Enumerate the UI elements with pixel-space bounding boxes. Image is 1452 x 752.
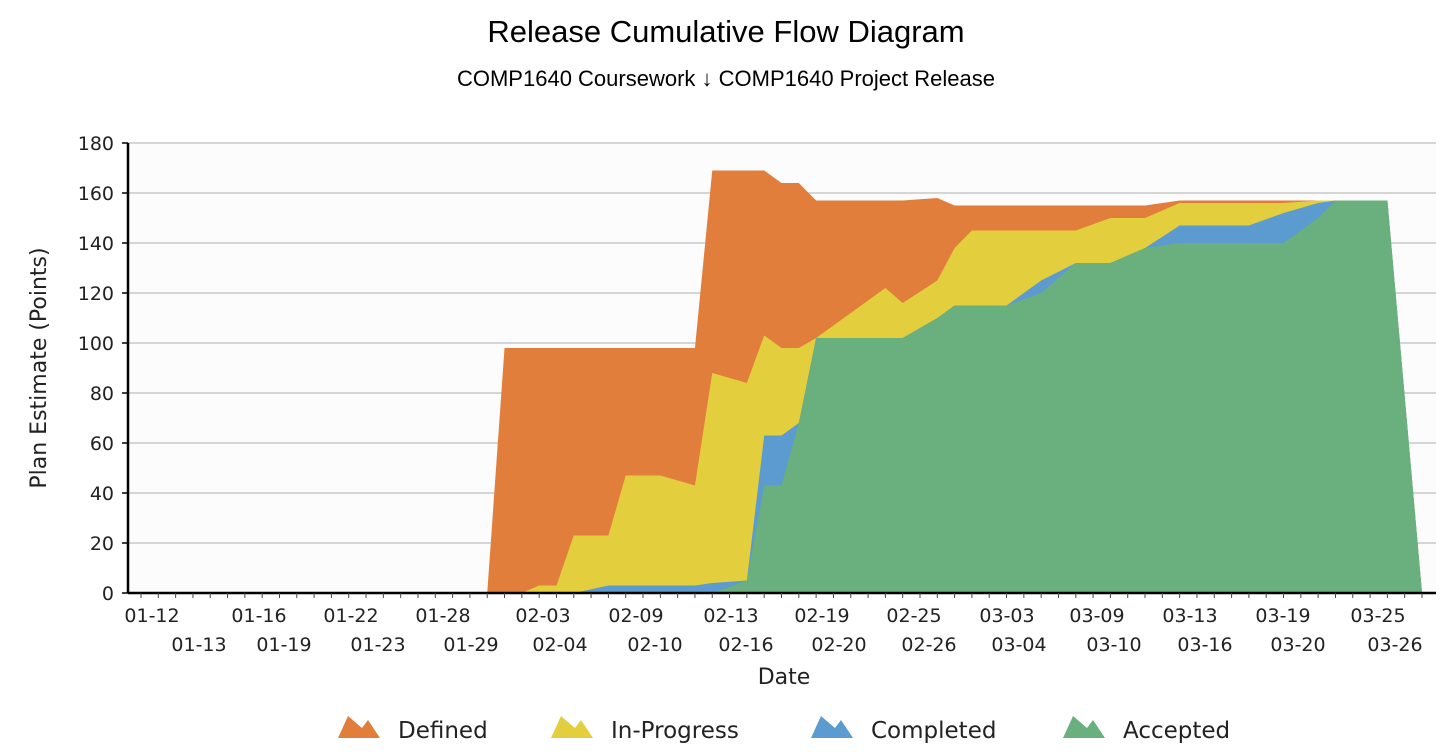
x-tick-label: 01-29 [443,634,498,656]
x-tick-label: 02-10 [627,634,682,656]
x-tick-label: 02-16 [718,634,773,656]
x-tick-label: 02-04 [532,634,587,656]
x-tick-label: 01-13 [171,634,226,656]
x-axis-title: Date [758,665,811,690]
y-tick-label: 40 [90,483,114,505]
x-tick-label: 01-28 [415,605,470,627]
y-tick-label: 160 [78,183,114,205]
y-tick-label: 0 [102,583,114,605]
legend-item-completed: Completed [811,716,996,744]
x-tick-label: 02-03 [515,605,570,627]
x-tick-label: 01-23 [350,634,405,656]
x-tick-label: 02-25 [886,605,941,627]
x-tick-label: 01-16 [231,605,286,627]
x-tick-label: 02-13 [703,605,758,627]
legend-label: Accepted [1123,718,1230,744]
x-tick-label: 03-20 [1270,634,1325,656]
y-tick-label: 140 [78,233,114,255]
y-axis-title: Plan Estimate (Points) [27,247,52,488]
x-tick-label: 03-03 [979,605,1034,627]
legend-swatch-icon [551,716,593,738]
y-tick-label: 60 [90,433,114,455]
legend-swatch-icon [811,716,853,738]
x-axis-ticks: 01-12 01-16 01-22 01-28 02-03 02-09 02-13 02-19… [124,593,1423,656]
x-tick-label: 02-26 [901,634,956,656]
legend-label: Completed [871,718,996,744]
x-tick-label: 03-26 [1367,634,1422,656]
chart-title: Release Cumulative Flow Diagram [487,14,965,49]
legend-item-accepted: Accepted [1063,716,1230,744]
legend-label: Defined [398,718,488,744]
x-tick-label: 03-19 [1255,605,1310,627]
y-tick-label: 80 [90,383,114,405]
legend-swatch-icon [1063,716,1105,738]
x-tick-label: 01-12 [124,605,179,627]
y-tick-label: 180 [78,133,114,155]
legend-item-in-progress: In-Progress [551,716,739,744]
x-tick-label: 01-19 [256,634,311,656]
legend-item-defined: Defined [338,716,488,744]
area-series [487,170,1423,593]
x-tick-label: 01-22 [323,605,378,627]
y-axis-ticks: 0 20 40 60 80 100 120 140 160 180 [78,133,128,605]
y-tick-label: 100 [78,333,114,355]
x-tick-label: 02-09 [608,605,663,627]
legend-swatch-icon [338,716,380,738]
x-tick-label: 02-19 [794,605,849,627]
x-tick-label: 03-16 [1177,634,1232,656]
x-tick-label: 03-10 [1086,634,1141,656]
x-tick-label: 03-09 [1069,605,1124,627]
x-tick-label: 02-20 [811,634,866,656]
chart-subtitle: COMP1640 Coursework ↓ COMP1640 Project R… [456,66,995,91]
y-tick-label: 20 [90,533,114,555]
area-accepted [487,200,1423,593]
x-tick-label: 03-04 [991,634,1046,656]
legend: Defined In-Progress Completed Accepted [338,716,1230,744]
legend-label: In-Progress [611,718,739,744]
x-tick-label: 03-13 [1162,605,1217,627]
x-tick-label: 03-25 [1350,605,1405,627]
y-tick-label: 120 [78,283,114,305]
